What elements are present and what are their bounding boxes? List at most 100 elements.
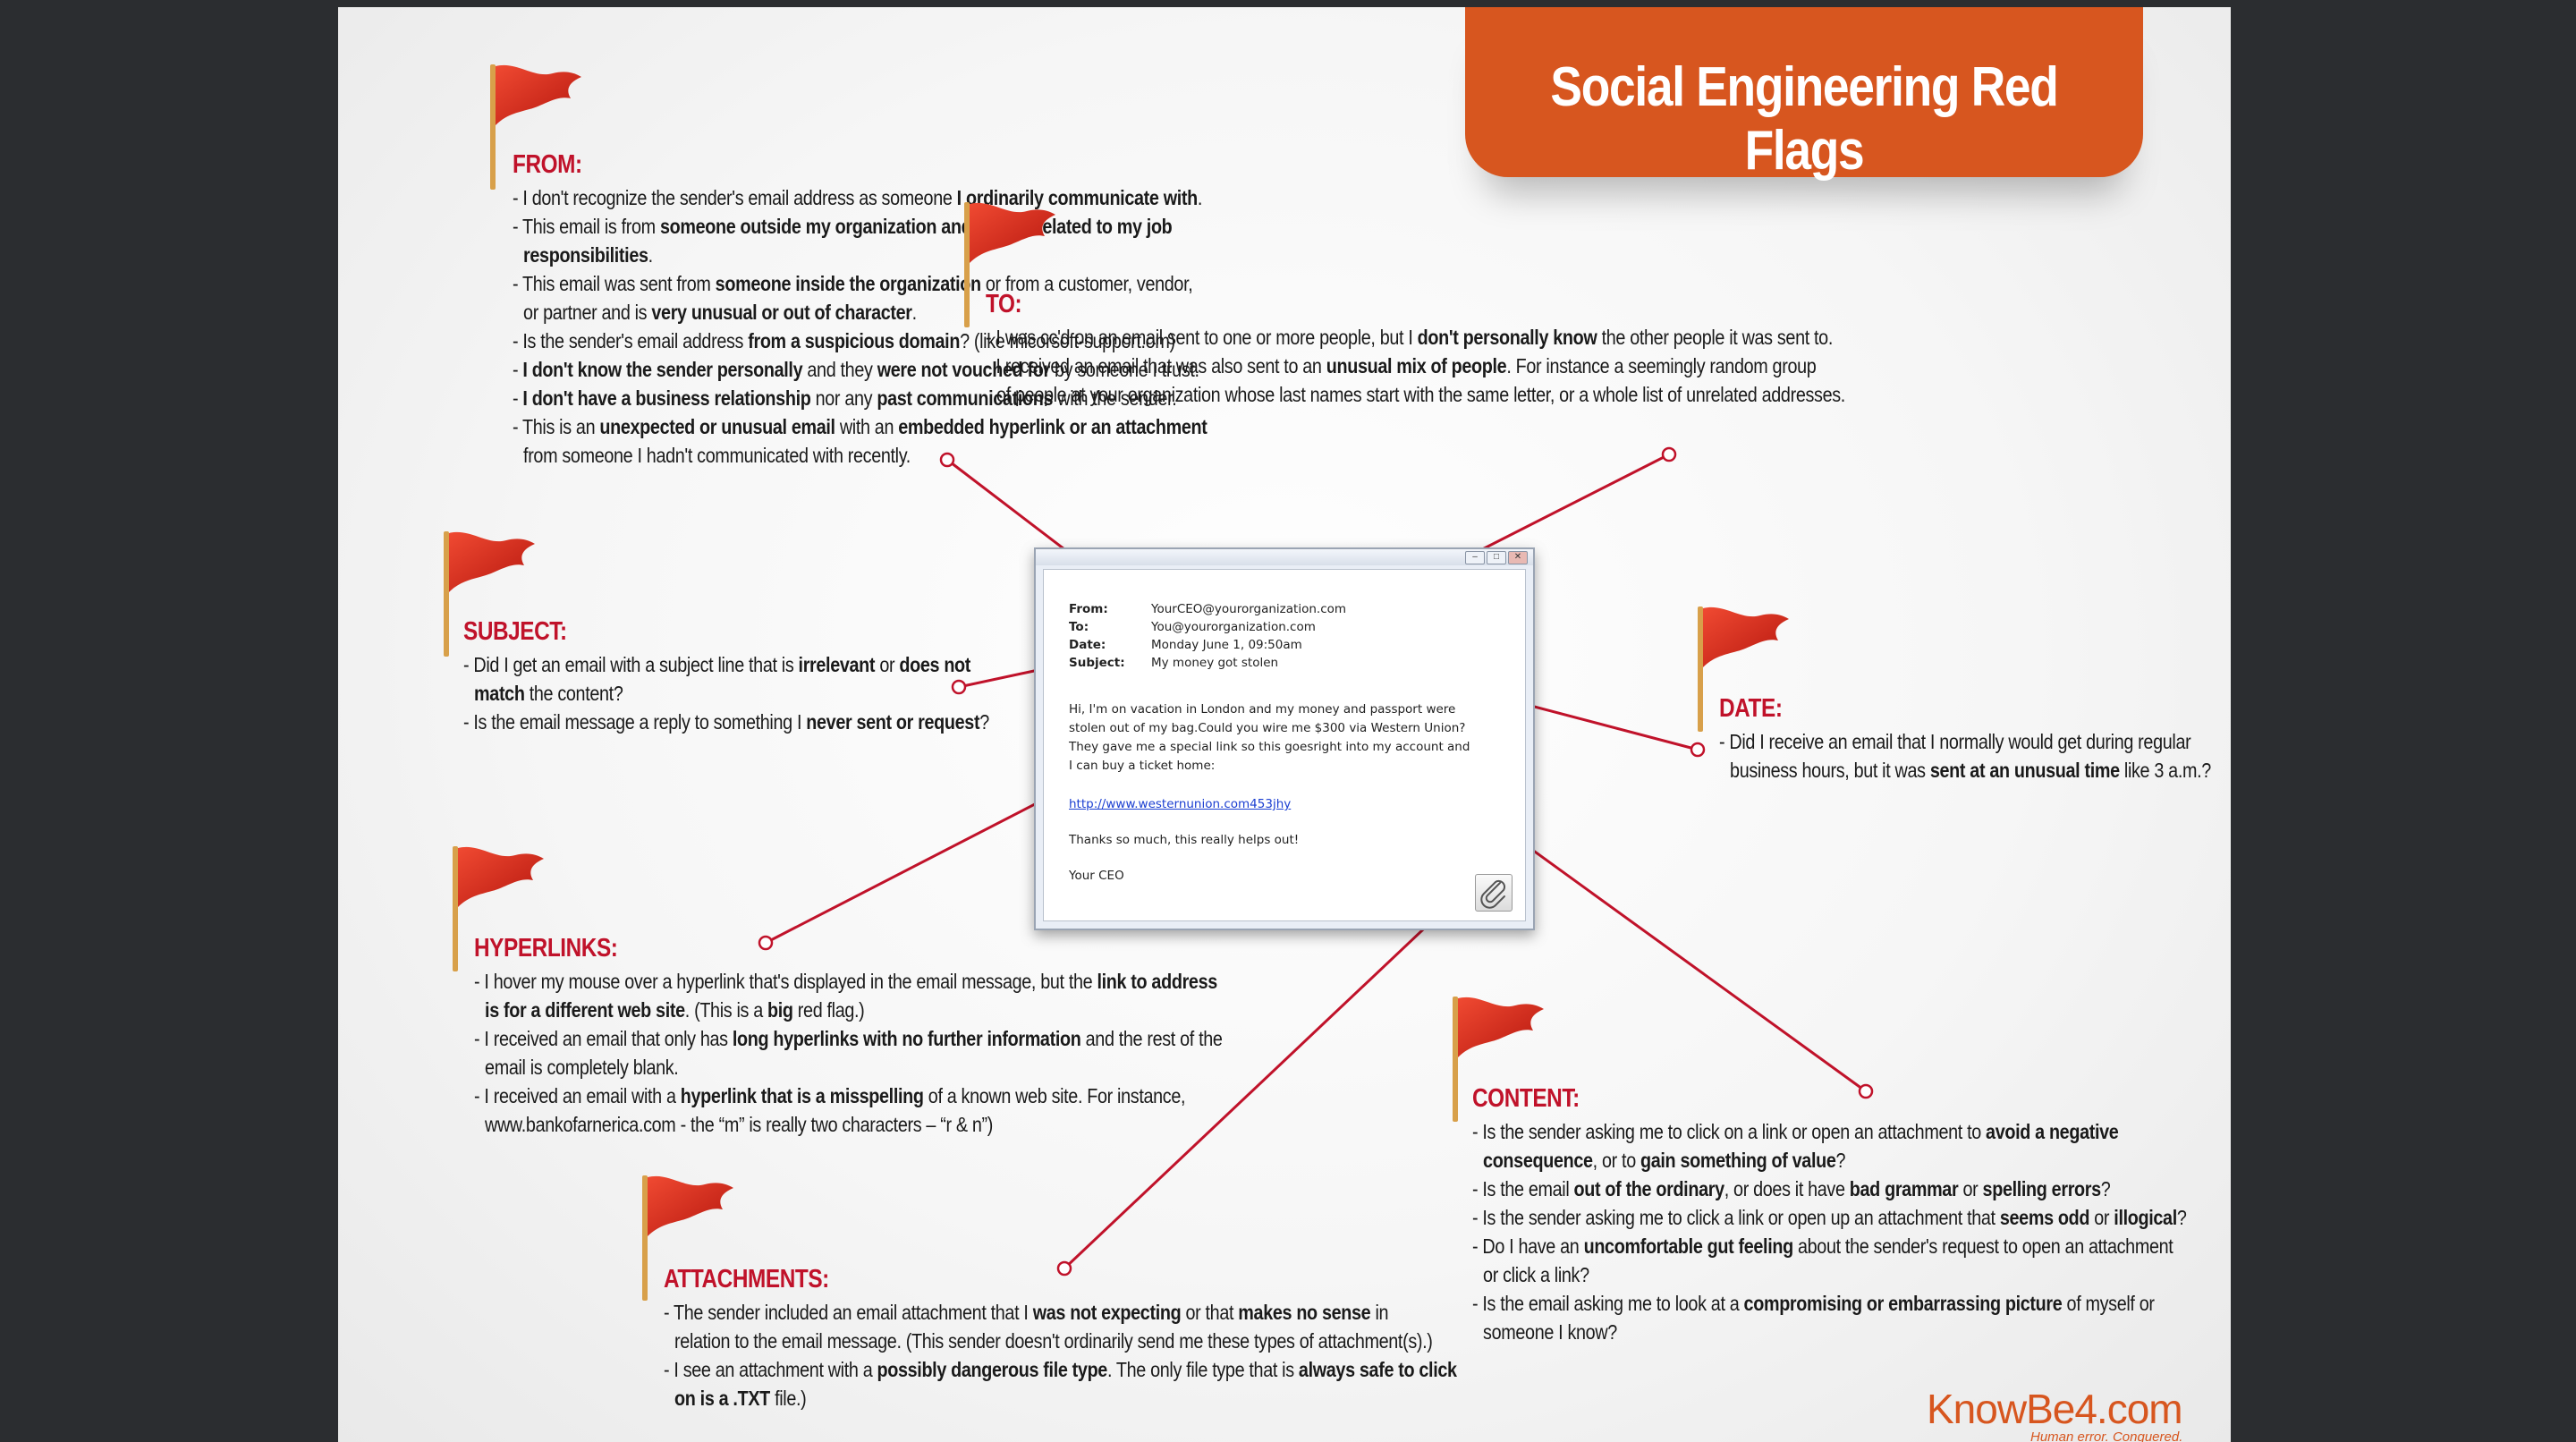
list-item: - I received an email that only has long… — [474, 1024, 1223, 1082]
emphasis-text: don't personally know — [1417, 326, 1597, 349]
item-text: or that — [1181, 1301, 1239, 1324]
section-items: - I don't recognize the sender's email a… — [513, 183, 1320, 470]
item-text: or — [1958, 1177, 1983, 1200]
emphasis-text: I ordinarily communicate with — [956, 186, 1199, 209]
date-label: Date: — [1069, 638, 1106, 652]
item-text: . — [1197, 186, 1203, 209]
item-text: , or to — [1592, 1149, 1641, 1172]
emphasis-text: spelling errors — [1982, 1177, 2102, 1200]
emphasis-text: I don't know the sender personally — [522, 358, 803, 381]
emphasis-text: match — [474, 682, 525, 705]
item-text: . — [648, 243, 654, 267]
emphasis-text: does not — [899, 653, 971, 676]
subject-label: Subject: — [1069, 656, 1125, 670]
paperclip-icon[interactable] — [1475, 874, 1513, 912]
list-item: - Is the email asking me to look at a co… — [1472, 1289, 2187, 1346]
item-text: or — [2089, 1206, 2114, 1229]
item-text: red flag.) — [792, 998, 865, 1022]
date-value: Monday June 1, 09:50am — [1151, 638, 1302, 652]
list-item-continuation: of people at your organization whose las… — [986, 380, 1845, 409]
message-line: stolen out of my bag.Could you wire me $… — [1069, 721, 1466, 735]
list-item-continuation: relation to the email message. (This sen… — [664, 1327, 1457, 1355]
section-subject: SUBJECT: - Did I get an email with a sub… — [463, 617, 1075, 736]
item-text: - Is the sender's email address — [513, 329, 749, 352]
item-text: of people at your organization whose las… — [996, 383, 1845, 406]
section-heading: HYPERLINKS: — [474, 934, 618, 963]
item-text: - Is the sender asking me to click on a … — [1472, 1120, 1987, 1143]
emphasis-text: out of the ordinary — [1573, 1177, 1725, 1200]
list-item: - Is the email message a reply to someth… — [463, 708, 989, 736]
list-item-continuation: consequence, or to gain something of val… — [1472, 1146, 2187, 1175]
item-text: by someone I trust. — [1049, 358, 1199, 381]
message-line: Hi, I'm on vacation in London and my mon… — [1069, 702, 1456, 717]
red-flag-icon — [1689, 601, 1796, 735]
item-text: ? — [2176, 1206, 2187, 1229]
item-text: the content? — [524, 682, 623, 705]
item-text: business hours, but it was — [1730, 759, 1930, 782]
emphasis-text: I don't have a business relationship — [522, 386, 811, 410]
section-items: - I was cc'd on an email sent to one or … — [986, 323, 1985, 409]
list-item-continuation: or click a link? — [1472, 1260, 2187, 1289]
close-icon[interactable]: ✕ — [1508, 551, 1528, 564]
item-text: and the rest of the — [1080, 1027, 1223, 1050]
section-content: CONTENT: - Is the sender asking me to cl… — [1472, 1084, 2231, 1346]
item-text: . The only file type that is — [1106, 1358, 1299, 1381]
email-body: From: YourCEO@yourorganization.com To: Y… — [1043, 569, 1526, 921]
emphasis-text: unusual mix of people — [1326, 354, 1507, 377]
section-hyperlinks: HYPERLINKS: - I hover my mouse over a hy… — [474, 934, 1344, 1139]
item-text: - I received an email with a — [474, 1084, 681, 1107]
item-text: - I received an email that only has — [474, 1027, 733, 1050]
item-text: - Is the email message a reply to someth… — [463, 710, 807, 734]
emphasis-text: irrelevant — [798, 653, 876, 676]
emphasis-text: from a suspicious domain — [748, 329, 961, 352]
list-item-continuation: on is a .TXT file.) — [664, 1384, 1457, 1412]
item-text: - Do I have an — [1472, 1234, 1584, 1258]
item-text: and they — [802, 358, 877, 381]
list-item: - I don't know the sender personally and… — [513, 355, 1207, 384]
item-text: in — [1370, 1301, 1389, 1324]
item-text: - This email is from — [513, 215, 660, 238]
connector-dot — [1661, 446, 1677, 462]
item-text: or partner and is — [523, 301, 652, 324]
section-heading: DATE: — [1719, 694, 1783, 723]
list-item: - I see an attachment with a possibly da… — [664, 1355, 1457, 1412]
list-item: - This email is from someone outside my … — [513, 212, 1207, 269]
item-text: - The sender included an email attachmen… — [664, 1301, 1033, 1324]
item-text: from someone I hadn't communicated with … — [523, 444, 911, 467]
emphasis-text: was not expecting — [1032, 1301, 1182, 1324]
item-text: with the sender. — [1053, 386, 1177, 410]
minimize-icon[interactable]: – — [1465, 551, 1485, 564]
title-banner: Social Engineering Red Flags — [1465, 7, 2143, 182]
list-item: - The sender included an email attachmen… — [664, 1298, 1457, 1355]
list-item: - Is the sender's email address from a s… — [513, 327, 1207, 355]
emphasis-text: makes no sense — [1238, 1301, 1371, 1324]
item-text: - I see an attachment with a — [664, 1358, 877, 1381]
section-items: - I hover my mouse over a hyperlink that… — [474, 967, 1344, 1139]
emphasis-text: past communications — [877, 386, 1054, 410]
connector-hyperlinks — [765, 789, 1063, 945]
section-heading: TO: — [986, 290, 1022, 318]
list-item: - Did I get an email with a subject line… — [463, 650, 989, 708]
section-from: FROM: - I don't recognize the sender's e… — [513, 150, 1320, 470]
list-item-continuation: responsibilities. — [513, 241, 1207, 269]
item-text: - I hover my mouse over a hyperlink that… — [474, 970, 1097, 993]
suspicious-hyperlink[interactable]: http://www.westernunion.com453jhy — [1069, 797, 1292, 811]
item-text: - Is the email asking me to look at a — [1472, 1292, 1744, 1315]
item-text: - I was cc'd on an email sent to one or … — [986, 326, 1418, 349]
emphasis-text: sent at an unusual time — [1929, 759, 2120, 782]
emphasis-text: uncomfortable gut feeling — [1583, 1234, 1794, 1258]
infographic-page: Social Engineering Red Flags FROM: - I d… — [338, 7, 2231, 1442]
item-text: - Is the email — [1472, 1177, 1574, 1200]
maximize-icon[interactable]: □ — [1487, 551, 1506, 564]
item-text: ? — [979, 710, 989, 734]
section-attachments: ATTACHMENTS: - The sender included an em… — [664, 1265, 1586, 1412]
subject-value: My money got stolen — [1151, 656, 1279, 670]
list-item-continuation: or partner and is very unusual or out of… — [513, 298, 1207, 327]
section-items: - Did I get an email with a subject line… — [463, 650, 1075, 736]
emphasis-text: never sent or request — [806, 710, 980, 734]
item-text: - This is an — [513, 415, 600, 438]
list-item: - Is the sender asking me to click a lin… — [1472, 1203, 2187, 1232]
red-flag-icon — [955, 197, 1063, 331]
logo-text: KnowBe4.com — [1927, 1386, 2183, 1432]
emphasis-text: link to address — [1097, 970, 1217, 993]
